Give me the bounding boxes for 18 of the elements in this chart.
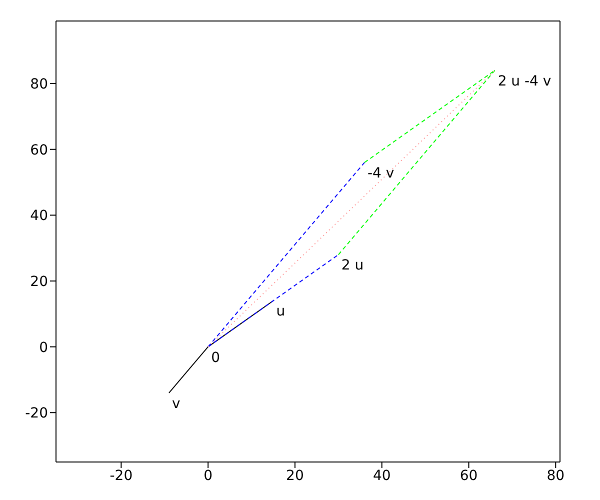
annotation: -4 v xyxy=(367,166,394,182)
y-tick-label: 0 xyxy=(39,340,48,356)
x-tick-label: 80 xyxy=(546,468,565,484)
x-tick-label: 0 xyxy=(204,468,213,484)
y-tick-label: 20 xyxy=(30,274,48,290)
y-tick-label: 80 xyxy=(30,76,48,92)
x-tick-label: -20 xyxy=(110,468,133,484)
annotation: 2 u xyxy=(341,258,364,274)
x-tick-label: 20 xyxy=(286,468,304,484)
annotation: 2 u -4 v xyxy=(498,73,552,90)
y-tick-label: -20 xyxy=(25,406,48,422)
annotation: v xyxy=(172,396,180,412)
x-tick-label: 40 xyxy=(372,468,391,484)
annotation: 0 xyxy=(211,350,220,366)
y-tick-label: 60 xyxy=(30,142,48,158)
annotation: u xyxy=(276,304,286,320)
y-tick-label: 40 xyxy=(30,208,48,224)
x-tick-label: 60 xyxy=(460,468,478,484)
